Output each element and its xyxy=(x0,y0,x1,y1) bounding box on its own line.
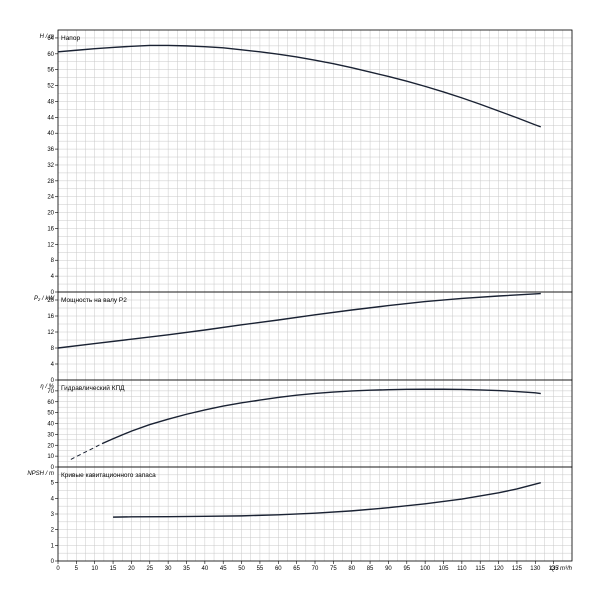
x-tick-label: 85 xyxy=(367,566,374,572)
panel-title: Кривые кавитационного запаса xyxy=(61,472,156,479)
y-tick-label: 64 xyxy=(47,36,54,42)
x-tick-label: 25 xyxy=(146,566,153,572)
y-tick-label: 52 xyxy=(47,84,54,90)
y-tick-label: 5 xyxy=(51,481,55,487)
x-tick-label: 135 xyxy=(549,566,560,572)
x-tick-label: 95 xyxy=(403,566,410,572)
x-tick-label: 20 xyxy=(128,566,135,572)
panel-npsh: 0 1 2 3 4 5 NPSH / m Кривые кавитационного запа… xyxy=(27,466,573,565)
x-tick-label: 0 xyxy=(56,566,60,572)
panel-title: Напор xyxy=(61,35,80,42)
y-tick-label: 20 xyxy=(47,443,54,449)
y-tick-label: 30 xyxy=(47,432,54,438)
y-tick-label: 0 xyxy=(51,465,55,471)
x-tick-label: 30 xyxy=(165,566,172,572)
y-tick-label: 20 xyxy=(47,211,54,217)
x-tick-label: 35 xyxy=(183,566,190,572)
y-tick-label: 12 xyxy=(47,242,54,248)
x-tick-label: 65 xyxy=(293,566,300,572)
x-tick-label: 5 xyxy=(75,566,79,572)
y-tick-label: 4 xyxy=(51,362,55,368)
x-tick-label: 75 xyxy=(330,566,337,572)
y-tick-label: 20 xyxy=(47,298,54,304)
y-tick-label: 2 xyxy=(51,528,55,534)
x-tick-label: 15 xyxy=(110,566,117,572)
y-tick-label: 3 xyxy=(51,512,55,518)
x-tick-label: 125 xyxy=(512,566,523,572)
x-tick-label: 105 xyxy=(438,566,449,572)
x-tick-label: 10 xyxy=(91,566,98,572)
y-tick-label: 0 xyxy=(51,378,55,384)
x-tick-label: 90 xyxy=(385,566,392,572)
x-tick-label: 40 xyxy=(202,566,209,572)
y-tick-label: 56 xyxy=(47,68,54,74)
y-tick-label: 32 xyxy=(47,163,54,169)
y-tick-label: 8 xyxy=(51,346,55,352)
x-tick-label: 60 xyxy=(275,566,282,572)
y-tick-label: 12 xyxy=(47,330,54,336)
x-tick-label: 110 xyxy=(457,566,467,572)
curve-npsh xyxy=(113,481,541,518)
x-tick-label: 100 xyxy=(420,566,431,572)
x-tick-label: 55 xyxy=(257,566,264,572)
y-tick-label: 28 xyxy=(47,179,54,185)
x-tick-label: 130 xyxy=(530,566,541,572)
panel-efficiency: 0 10 20 30 40 50 60 70η / % Гидравлический КПД xyxy=(40,379,573,471)
y-tick-label: 0 xyxy=(51,559,55,565)
x-tick-label: 120 xyxy=(494,566,505,572)
x-tick-label: 80 xyxy=(348,566,355,572)
curve-head xyxy=(57,44,542,128)
y-axis-label: P₂ / kW xyxy=(34,296,55,302)
y-tick-label: 50 xyxy=(47,411,54,417)
x-axis-label: Q / m³/h xyxy=(550,566,572,572)
y-tick-label: 40 xyxy=(47,422,54,428)
y-axis-label: η / % xyxy=(40,384,54,390)
curve-efficiency xyxy=(101,388,541,445)
x-tick-label: 50 xyxy=(238,566,245,572)
y-tick-label: 70 xyxy=(47,389,54,395)
x-tick-label: 70 xyxy=(312,566,319,572)
y-tick-label: 48 xyxy=(47,99,54,105)
y-tick-label: 0 xyxy=(51,290,55,296)
y-tick-label: 16 xyxy=(47,226,54,232)
y-tick-label: 44 xyxy=(47,115,54,121)
y-tick-label: 24 xyxy=(47,195,54,201)
y-tick-label: 40 xyxy=(47,131,54,137)
x-tick-label: 115 xyxy=(475,566,485,572)
panel-title: Мощность на валу P2 xyxy=(61,297,127,304)
curve-power xyxy=(57,292,541,349)
y-axis-label: H / m xyxy=(40,34,54,40)
y-tick-label: 8 xyxy=(51,258,55,264)
y-tick-label: 16 xyxy=(47,314,54,320)
x-tick-label: 45 xyxy=(220,566,227,572)
y-tick-label: 1 xyxy=(51,543,55,549)
y-axis-label: NPSH / m xyxy=(27,471,54,477)
y-tick-label: 4 xyxy=(51,274,55,280)
y-tick-label: 10 xyxy=(47,454,54,460)
y-tick-label: 36 xyxy=(47,147,54,153)
y-tick-label: 60 xyxy=(47,400,54,406)
y-tick-label: 60 xyxy=(47,52,54,58)
panel-title: Гидравлический КПД xyxy=(61,384,125,392)
curve-efficiency-dashed xyxy=(70,443,103,460)
y-tick-label: 4 xyxy=(51,496,55,502)
